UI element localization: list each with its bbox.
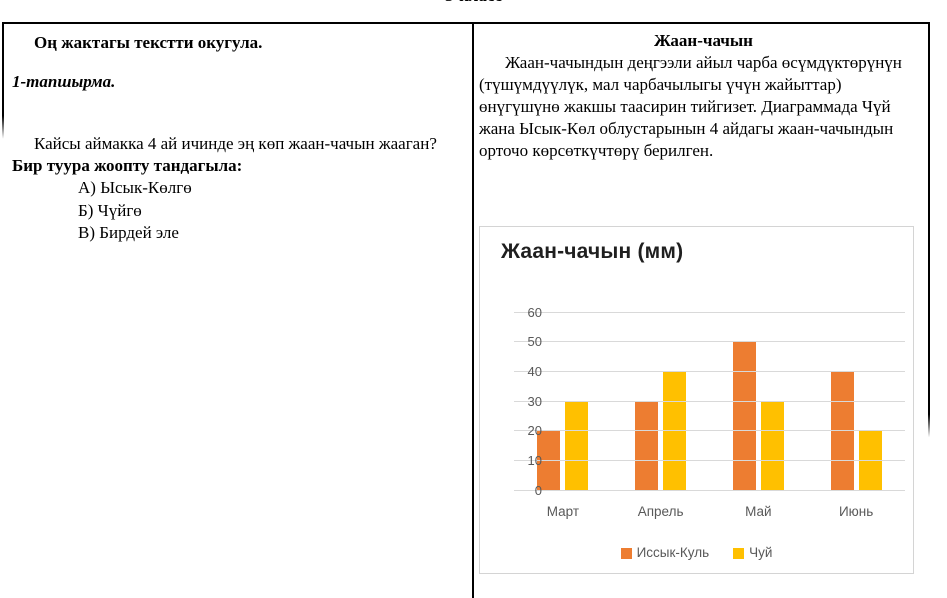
chart-bar-Чуй <box>760 401 784 490</box>
precipitation-chart: Жаан-чачын (мм) 0 10 20 30 40 50 60 Март Апрель… <box>479 226 914 574</box>
legend-item: Иссык-Куль <box>620 542 710 564</box>
chart-gridline <box>514 459 905 461</box>
chart-y-tick-label: 50 <box>527 334 542 350</box>
answer-option: Б) Чүйгө <box>78 200 142 220</box>
chart-plot-area: 0 10 20 30 40 50 60 <box>514 306 905 497</box>
chart-x-tick-label: Март <box>546 504 580 519</box>
chart-bar-group <box>710 312 808 490</box>
question-text: Кайсы аймакка 4 ай ичинде эң көп жаан-ча… <box>34 134 437 153</box>
chart-gridline <box>514 400 905 402</box>
table-column-divider <box>472 24 474 598</box>
chart-x-axis-labels: Март Апрель Май Июнь <box>514 501 905 523</box>
chart-x-tick-label: Апрель <box>637 504 684 519</box>
chart-title: Жаан-чачын (мм) <box>501 240 684 263</box>
chart-y-tick-label: 30 <box>527 393 542 409</box>
chart-x-tick-label: Июнь <box>838 504 874 519</box>
answer-option: А) Ысык-Көлгө <box>78 178 192 197</box>
chart-bar-Чуй <box>565 401 589 490</box>
legend-label: Чуй <box>749 545 773 560</box>
answer-option: В) Бирдей эле <box>78 223 179 242</box>
task-cell: Оң жактагы текстти окугула. 1-тапшырма. … <box>6 26 470 245</box>
chart-legend: Иссык-Куль Чуй <box>480 542 913 564</box>
answer-options: А) Ысык-Көлгө Б) Чүйгө В) Бирдей эле <box>12 177 464 245</box>
text-paragraph: Жаан-чачындын деңгээли айыл чарба өсүмдү… <box>479 53 902 160</box>
chart-gridline <box>514 370 905 372</box>
page-header-class-label: 5-класс <box>0 0 947 6</box>
chart-gridline <box>514 430 905 432</box>
chart-bar-Иссык-Куль <box>732 341 756 490</box>
task-number-label: 1-тапшырма. <box>12 72 116 91</box>
table-left-border <box>2 24 4 598</box>
text-title: Жаан-чачын <box>654 31 753 50</box>
chart-y-tick-label: 40 <box>527 363 542 379</box>
chart-y-tick-label: 10 <box>527 452 542 468</box>
table-right-border <box>928 24 930 598</box>
chart-gridline <box>514 311 905 313</box>
task-heading: Оң жактагы текстти окугула. <box>34 33 263 52</box>
chart-gridline <box>514 489 905 491</box>
legend-swatch-icon <box>733 547 745 559</box>
legend-label: Иссык-Куль <box>636 545 710 560</box>
chart-x-tick-label: Май <box>745 504 772 519</box>
worksheet-table: Оң жактагы текстти окугула. 1-тапшырма. … <box>2 22 930 598</box>
chart-y-tick-label: 20 <box>527 423 542 439</box>
legend-swatch-icon <box>620 547 632 559</box>
chart-gridline <box>514 341 905 343</box>
chart-y-tick-label: 60 <box>527 304 542 320</box>
instruction-text: Бир туура жоопту тандагыла: <box>12 156 243 175</box>
chart-y-tick-label: 0 <box>534 482 542 498</box>
reading-cell: Жаан-чачын Жаан-чачындын деңгээли айыл ч… <box>476 26 930 574</box>
chart-bar-Иссык-Куль <box>635 401 659 490</box>
legend-item: Чуй <box>733 542 772 564</box>
